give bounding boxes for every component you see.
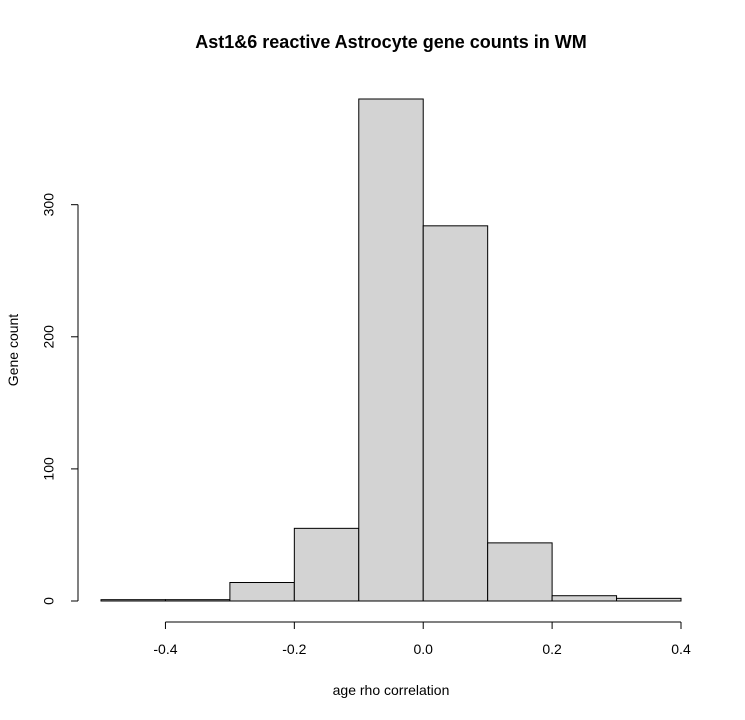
histogram-bar-7 bbox=[551, 595, 618, 602]
y-tick-label: 0 bbox=[41, 597, 57, 605]
histogram-bar-0 bbox=[100, 599, 166, 602]
x-tick-label: 0.0 bbox=[413, 641, 433, 657]
y-tick-label: 100 bbox=[41, 457, 57, 481]
y-axis-label: Gene count bbox=[5, 314, 21, 386]
bars-group bbox=[100, 98, 682, 602]
histogram-bar-3 bbox=[293, 527, 360, 602]
histogram-bar-6 bbox=[487, 542, 553, 602]
histogram-bar-2 bbox=[229, 582, 295, 602]
x-axis: -0.4 -0.2 0.0 0.2 0.4 bbox=[153, 621, 691, 657]
y-tick-label: 300 bbox=[41, 193, 57, 217]
x-axis-label: age rho correlation bbox=[333, 682, 450, 698]
histogram-bar-5 bbox=[422, 225, 489, 602]
x-tick-label: 0.2 bbox=[542, 641, 562, 657]
x-tick-label: 0.4 bbox=[671, 641, 691, 657]
histogram-bar-8 bbox=[616, 597, 682, 602]
y-tick-label: 200 bbox=[41, 325, 57, 349]
histogram-bar-1 bbox=[164, 599, 231, 602]
x-tick-label: -0.4 bbox=[153, 641, 177, 657]
x-tick-label: -0.2 bbox=[282, 641, 306, 657]
histogram-bar-4 bbox=[358, 98, 424, 602]
chart-title: Ast1&6 reactive Astrocyte gene counts in… bbox=[195, 32, 586, 52]
y-axis: 0 100 200 300 bbox=[41, 193, 79, 605]
